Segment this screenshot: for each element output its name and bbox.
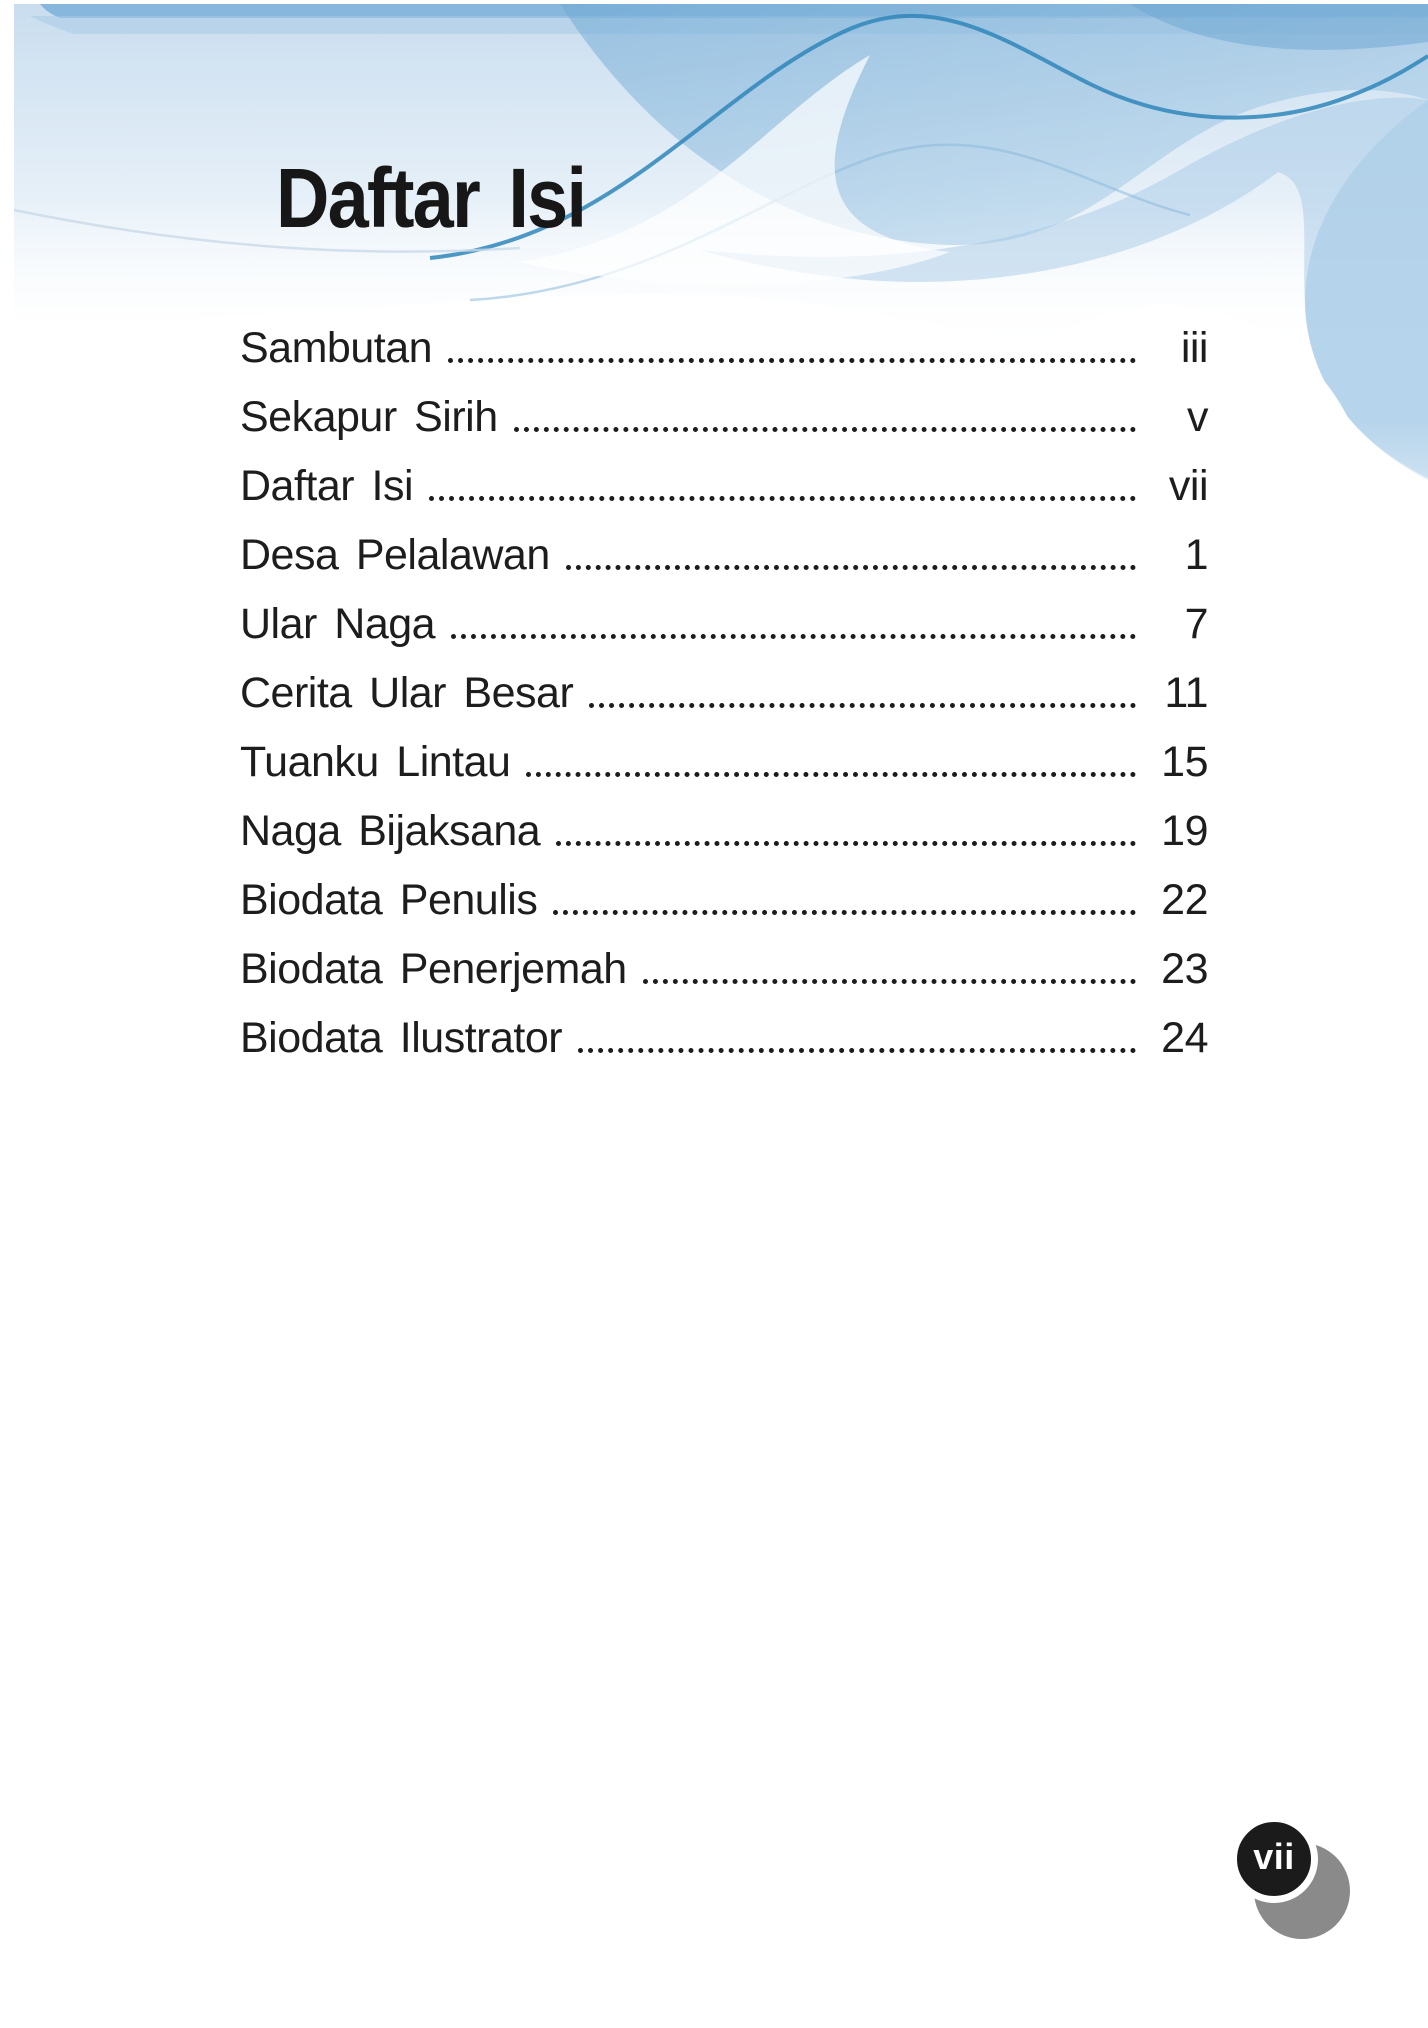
toc-entry: Daftar Isi vii	[240, 462, 1209, 510]
badge-page-number: vii	[1253, 1836, 1295, 1877]
dot-leader	[642, 979, 1136, 984]
dot-leader	[429, 496, 1136, 501]
toc-entry-label: Biodata Ilustrator	[240, 1014, 563, 1062]
dot-leader	[553, 910, 1136, 915]
toc-entry-page: 7	[1184, 600, 1209, 648]
toc-entry-page: iii	[1180, 324, 1209, 372]
toc-entry-label: Ular Naga	[240, 600, 436, 648]
badge-circle: vii	[1230, 1815, 1318, 1903]
toc-list: Sambutan iii Sekapur Sirih v Daftar Isi …	[240, 324, 1209, 1083]
dot-leader	[556, 841, 1136, 846]
toc-entry-page: v	[1187, 393, 1209, 441]
toc-entry: Tuanku Lintau 15	[240, 738, 1209, 786]
toc-entry-label: Biodata Penerjemah	[240, 945, 627, 993]
toc-entry-label: Sambutan	[240, 324, 433, 372]
toc-entry-label: Naga Bijaksana	[240, 807, 541, 855]
toc-entry-page: 24	[1161, 1014, 1208, 1062]
toc-entry-page: 15	[1161, 738, 1208, 786]
dot-leader	[451, 634, 1136, 639]
toc-entry-label: Daftar Isi	[240, 462, 414, 510]
dot-leader	[513, 427, 1136, 432]
toc-entry-label: Cerita Ular Besar	[240, 669, 574, 717]
toc-entry-label: Desa Pelalawan	[240, 531, 550, 579]
toc-entry-page: 23	[1161, 945, 1208, 993]
toc-entry: Desa Pelalawan 1	[240, 531, 1209, 579]
toc-entry-page: 19	[1161, 807, 1208, 855]
dot-leader	[578, 1048, 1136, 1053]
dot-leader	[448, 358, 1136, 363]
toc-entry: Sekapur Sirih v	[240, 393, 1209, 441]
toc-entry: Biodata Penerjemah 23	[240, 945, 1209, 993]
dot-leader	[526, 772, 1136, 777]
toc-entry: Naga Bijaksana 19	[240, 807, 1209, 855]
toc-entry: Biodata Ilustrator 24	[240, 1014, 1209, 1062]
toc-entry-label: Tuanku Lintau	[240, 738, 511, 786]
toc-entry: Biodata Penulis 22	[240, 876, 1209, 924]
toc-entry: Ular Naga 7	[240, 600, 1209, 648]
toc-entry-label: Biodata Penulis	[240, 876, 538, 924]
dot-leader	[589, 703, 1136, 708]
toc-entry: Cerita Ular Besar 11	[240, 669, 1209, 717]
toc-entry-page: 22	[1161, 876, 1208, 924]
toc-entry-page: 1	[1184, 531, 1209, 579]
toc-entry-page: 11	[1164, 669, 1208, 717]
page-title: Daftar Isi	[276, 151, 587, 245]
toc-entry-page: vii	[1168, 462, 1209, 510]
dot-leader	[565, 565, 1136, 570]
toc-entry: Sambutan iii	[240, 324, 1209, 372]
toc-entry-label: Sekapur Sirih	[240, 393, 498, 441]
page-number-badge: vii	[1228, 1815, 1358, 1945]
